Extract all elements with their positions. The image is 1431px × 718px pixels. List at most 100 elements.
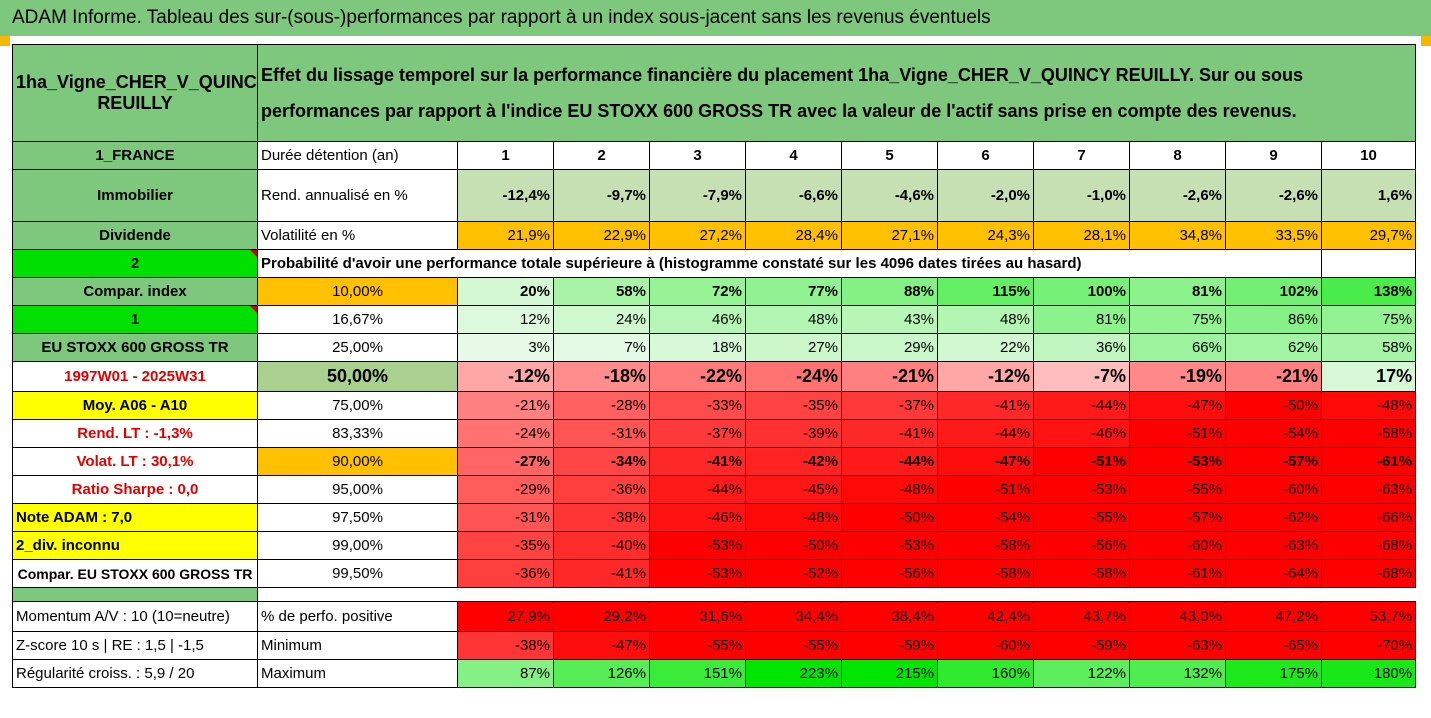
- quantile-value: -53%: [649, 531, 746, 560]
- quantile-value: -44%: [649, 475, 746, 504]
- quantile-value: -35%: [745, 391, 842, 420]
- performance-table: 1ha_Vigne_CHER_V_QUINCY REUILLY Effet du …: [12, 44, 1417, 688]
- left-label-rend-lt: Rend. LT : -1,3%: [12, 419, 258, 448]
- spacer-left: [12, 587, 258, 602]
- quantile-value: -63%: [1225, 531, 1322, 560]
- rend-value: -12,4%: [457, 169, 554, 222]
- quantile-value: 86%: [1225, 305, 1322, 334]
- minimum-value: -59%: [841, 631, 938, 660]
- spacer-row: [12, 587, 1416, 602]
- years-row: 1_FRANCE Durée détention (an) 1 2 3 4 5 6 7 8 9 10: [12, 141, 1417, 170]
- quantile-value: 72%: [649, 277, 746, 306]
- positive-value: 29,2%: [553, 601, 650, 632]
- quantile-value: 75%: [1129, 305, 1226, 334]
- quantile-value: -61%: [1129, 559, 1226, 588]
- minimum-value: -60%: [937, 631, 1034, 660]
- quantile-value: -28%: [553, 391, 650, 420]
- minimum-row: Z-score 10 s | RE : 1,5 | -1,5 Minimum -38…: [12, 631, 1417, 660]
- quantile-value: -33%: [649, 391, 746, 420]
- quantile-value: -62%: [1225, 503, 1322, 532]
- left-label-num1: 1: [12, 305, 258, 334]
- quantile-value: 18%: [649, 333, 746, 362]
- quantile-row: Moy. A06 - A10 75,00% -21% -28% -33% -35% -37%…: [12, 391, 1417, 420]
- volat-value: 21,9%: [457, 221, 554, 250]
- quantile-value: -31%: [457, 503, 554, 532]
- volat-value: 22,9%: [553, 221, 650, 250]
- year-header: 6: [937, 141, 1034, 170]
- positive-value: 31,6%: [649, 601, 746, 632]
- quantile-value: -61%: [1320, 447, 1417, 476]
- quantile-value: -24%: [457, 419, 554, 448]
- quantile-value: -48%: [841, 475, 938, 504]
- left-label-index-name: EU STOXX 600 GROSS TR: [12, 333, 258, 362]
- year-header: 1: [457, 141, 554, 170]
- quantile-value: 3%: [457, 333, 554, 362]
- quantile-row: 1 16,67% 12% 24% 46% 48% 43% 48% 81% 75% 86% 75%: [12, 305, 1417, 334]
- quantile-value: 22%: [937, 333, 1034, 362]
- quantile-row: Rend. LT : -1,3% 83,33% -24% -31% -37% -39% -4…: [12, 419, 1417, 448]
- quantile-value: 48%: [745, 305, 842, 334]
- volat-label: Volatilité en %: [257, 221, 458, 250]
- zscore-label: Z-score 10 s | RE : 1,5 | -1,5: [12, 631, 258, 660]
- quantile-value: -54%: [937, 503, 1034, 532]
- quantile-value: -58%: [1033, 559, 1130, 588]
- quantile-value: -24%: [745, 361, 842, 392]
- quantile-value: 62%: [1225, 333, 1322, 362]
- quantile-value: -68%: [1320, 531, 1417, 560]
- quantile-level: 90,00%: [257, 447, 458, 476]
- quantile-value: -41%: [553, 559, 650, 588]
- quantile-value: -55%: [1129, 475, 1226, 504]
- quantile-value: 88%: [841, 277, 938, 306]
- quantile-value: -51%: [937, 475, 1034, 504]
- quantile-level: 99,50%: [257, 559, 458, 588]
- corner-marker-right: [1421, 36, 1431, 46]
- corner-marker-left: [0, 36, 10, 46]
- quantile-value: -21%: [1225, 361, 1322, 392]
- rend-value: 1,6%: [1320, 169, 1417, 222]
- minimum-value: -55%: [745, 631, 842, 660]
- positive-value: 47,2%: [1225, 601, 1322, 632]
- quantile-value: -50%: [745, 531, 842, 560]
- quantile-value: -58%: [937, 559, 1034, 588]
- asset-name-cell: 1ha_Vigne_CHER_V_QUINCY REUILLY: [12, 44, 258, 142]
- quantile-row: EU STOXX 600 GROSS TR 25,00% 3% 7% 18% 27% 29%…: [12, 333, 1417, 362]
- left-label-period: 1997W01 - 2025W31: [12, 361, 258, 392]
- maximum-value: 122%: [1033, 659, 1130, 688]
- quantile-level: 75,00%: [257, 391, 458, 420]
- left-label-div: 2_div. inconnu: [12, 531, 258, 560]
- quantile-value: -37%: [841, 391, 938, 420]
- quantile-value: -29%: [457, 475, 554, 504]
- quantile-value: -40%: [553, 531, 650, 560]
- quantile-value: 100%: [1033, 277, 1130, 306]
- volat-value: 28,1%: [1033, 221, 1130, 250]
- maximum-value: 132%: [1129, 659, 1226, 688]
- quantile-value: -58%: [937, 531, 1034, 560]
- quantile-level: 97,50%: [257, 503, 458, 532]
- quantile-value: -48%: [745, 503, 842, 532]
- quantile-value: -53%: [841, 531, 938, 560]
- rend-value: -2,6%: [1225, 169, 1322, 222]
- quantile-row: Compar. index 10,00% 20% 58% 72% 77% 88% 115% 10…: [12, 277, 1417, 306]
- probability-text: Probabilité d'avoir une performance tota…: [257, 249, 1322, 278]
- maximum-row: Régularité croiss. : 5,9 / 20 Maximum 87% 1…: [12, 659, 1417, 688]
- quantile-value: -36%: [553, 475, 650, 504]
- quantile-value: -46%: [1033, 419, 1130, 448]
- quantile-value: -50%: [841, 503, 938, 532]
- quantile-value: -44%: [841, 447, 938, 476]
- left-label-note-adam: Note ADAM : 7,0: [12, 503, 258, 532]
- quantile-value: -37%: [649, 419, 746, 448]
- quantile-value: -53%: [649, 559, 746, 588]
- quantile-row: 1997W01 - 2025W31 50,00% -12% -18% -22% -24% -…: [12, 361, 1417, 392]
- year-header: 9: [1225, 141, 1322, 170]
- quantile-value: 77%: [745, 277, 842, 306]
- positive-label: % de perfo. positive: [257, 601, 458, 632]
- quantile-row: Volat. LT : 30,1% 90,00% -27% -34% -41% -42% -…: [12, 447, 1417, 476]
- quantile-value: 115%: [937, 277, 1034, 306]
- volat-value: 24,3%: [937, 221, 1034, 250]
- rend-value: -6,6%: [745, 169, 842, 222]
- quantile-value: -21%: [457, 391, 554, 420]
- quantile-value: -44%: [937, 419, 1034, 448]
- quantile-value: -57%: [1129, 503, 1226, 532]
- empty-cell: [1320, 249, 1417, 278]
- quantile-row: Compar. EU STOXX 600 GROSS TR 99,50% -36% -…: [12, 559, 1417, 588]
